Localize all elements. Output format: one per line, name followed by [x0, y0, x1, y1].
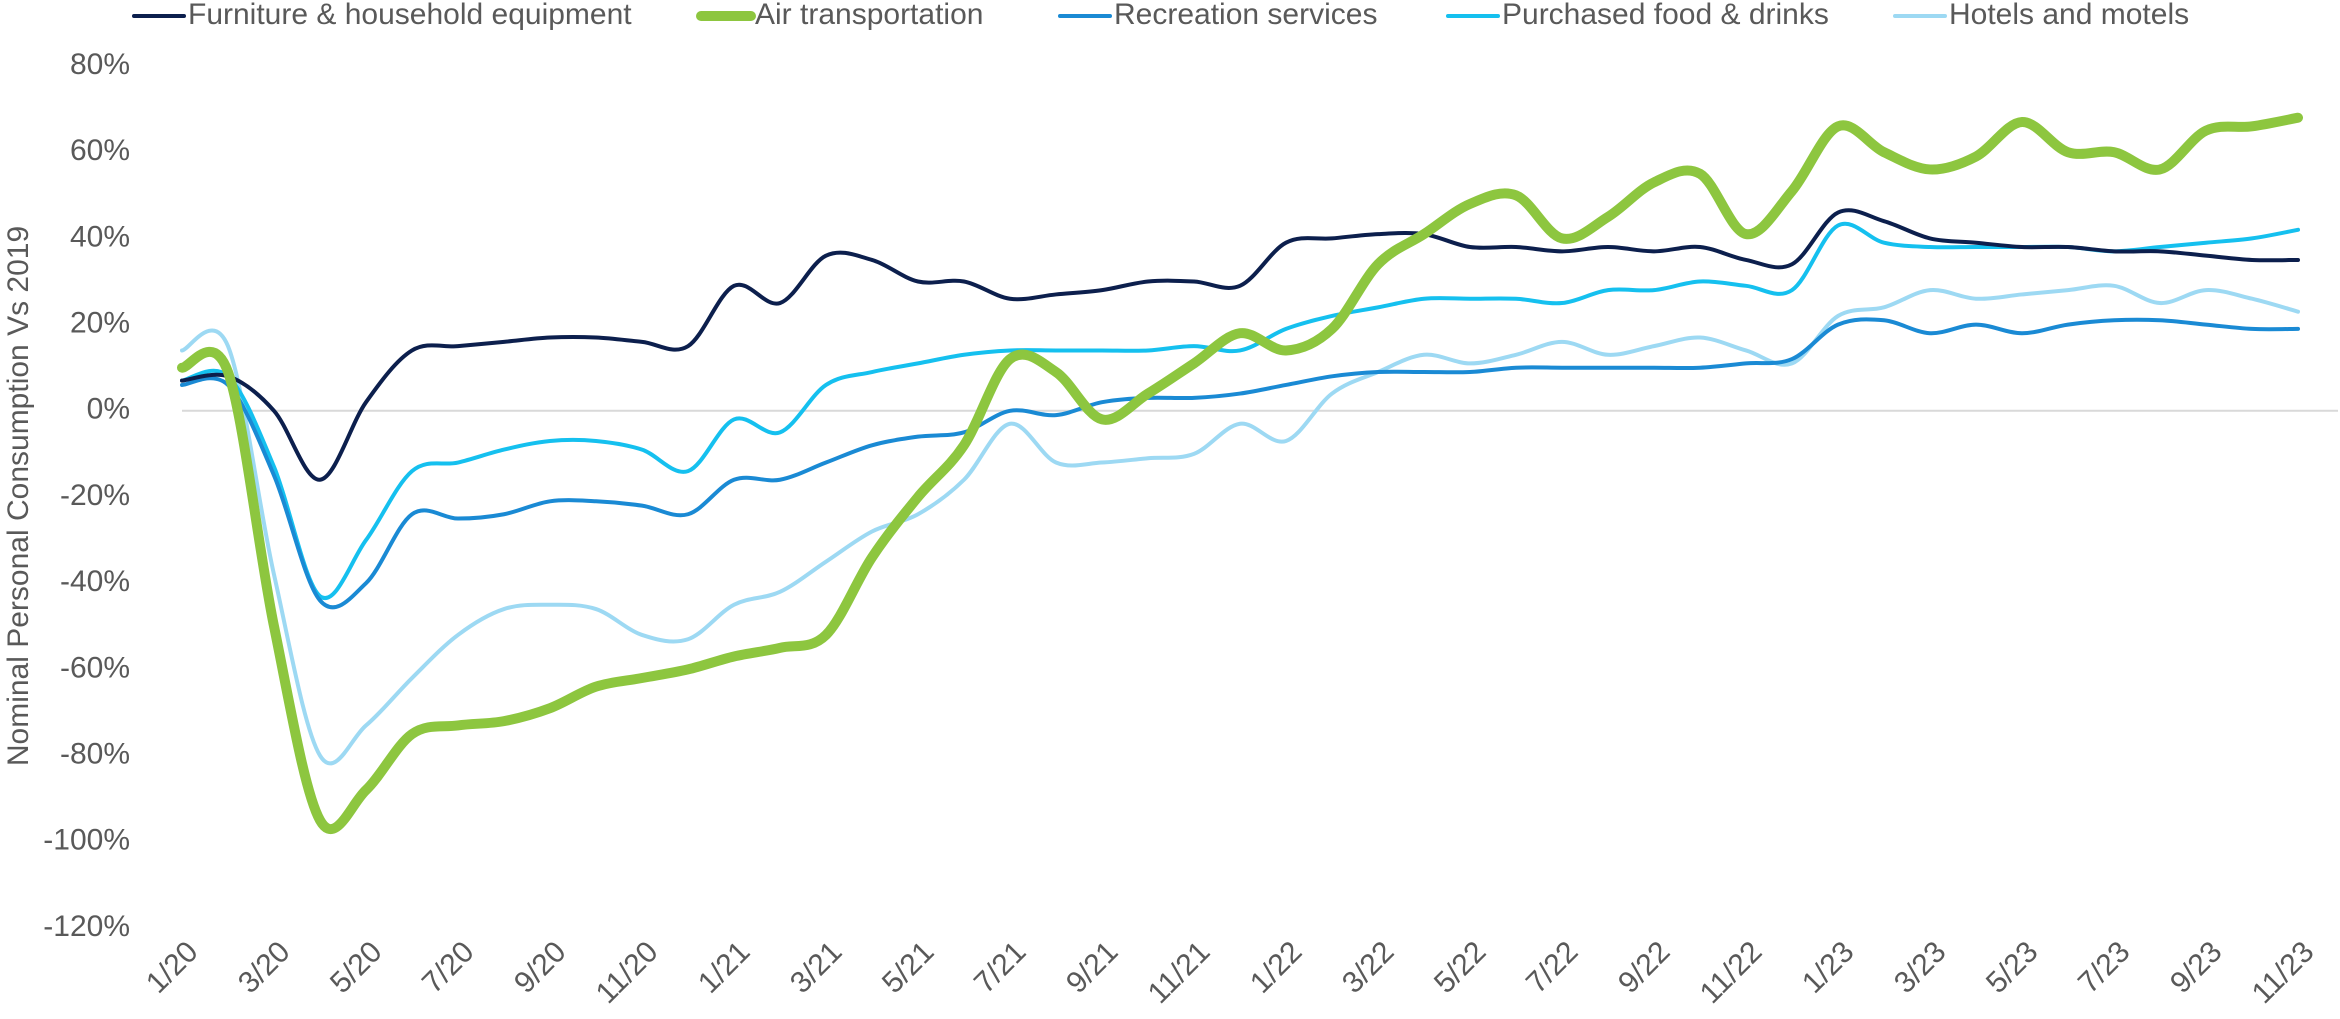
y-tick-label: -120%: [43, 910, 130, 943]
legend-label: Hotels and motels: [1949, 0, 2189, 31]
legend-label: Air transportation: [755, 0, 983, 31]
x-tick-label: 1/22: [1244, 935, 1309, 1000]
y-tick-label: 60%: [70, 134, 130, 167]
series-line: [180, 283, 2300, 766]
y-tick-label: 40%: [70, 220, 130, 253]
y-tick-label: -80%: [60, 738, 130, 771]
x-tick-label: 9/23: [2164, 935, 2229, 1000]
x-tick-label: 1/23: [1796, 935, 1861, 1000]
y-tick-label: 80%: [70, 48, 130, 81]
x-tick-label: 5/23: [1980, 935, 2045, 1000]
x-tick-label: 3/20: [232, 935, 297, 1000]
x-tick-label: 11/22: [1694, 935, 1769, 1010]
series-line: [180, 317, 2300, 610]
x-tick-label: 5/20: [324, 935, 389, 1000]
x-tick-label: 3/21: [784, 935, 849, 1000]
y-tick-label: 0%: [87, 393, 130, 426]
x-tick-label: 7/20: [416, 935, 481, 1000]
x-tick-label: 9/22: [1612, 935, 1677, 1000]
x-tick-label: 11/21: [1142, 935, 1217, 1010]
x-tick-label: 3/23: [1888, 935, 1953, 1000]
y-tick-label: -40%: [60, 565, 130, 598]
y-axis-label: Nominal Personal Consumption Vs 2019: [2, 226, 35, 766]
series-line: [177, 112, 2303, 834]
y-tick-label: -60%: [60, 651, 130, 684]
y-tick-label: -100%: [43, 824, 130, 857]
x-tick-label: 7/23: [2072, 935, 2137, 1000]
x-tick-label: 9/20: [508, 935, 573, 1000]
x-tick-label: 5/21: [876, 935, 941, 1000]
series-line: [180, 208, 2300, 482]
x-tick-label: 11/23: [2246, 935, 2321, 1010]
y-tick-label: -20%: [60, 479, 130, 512]
x-tick-label: 3/22: [1336, 935, 1401, 1000]
x-tick-label: 1/20: [140, 935, 205, 1000]
legend-label: Recreation services: [1114, 0, 1377, 31]
x-tick-label: 5/22: [1428, 935, 1493, 1000]
x-tick-label: 1/21: [692, 935, 757, 1000]
y-tick-label: 20%: [70, 307, 130, 340]
x-tick-label: 7/22: [1520, 935, 1585, 1000]
legend-label: Furniture & household equipment: [188, 0, 632, 31]
x-tick-label: 11/20: [590, 935, 665, 1010]
x-tick-label: 7/21: [968, 935, 1033, 1000]
legend-label: Purchased food & drinks: [1502, 0, 1829, 31]
x-tick-label: 9/21: [1060, 935, 1125, 1000]
